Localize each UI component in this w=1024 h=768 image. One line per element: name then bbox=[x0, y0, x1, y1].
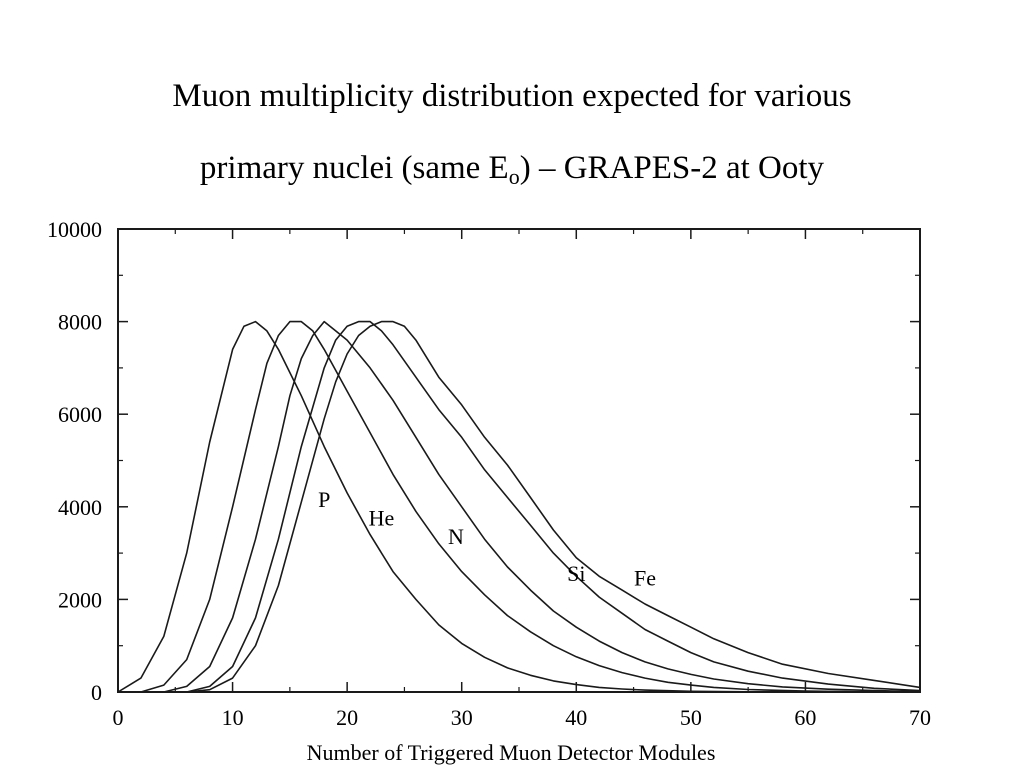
plot-frame bbox=[117, 228, 921, 693]
title-text-post: ) – GRAPES-2 at Ooty bbox=[519, 150, 825, 186]
series-lines bbox=[117, 320, 921, 693]
series-label-he: He bbox=[369, 505, 395, 530]
series-line-si bbox=[186, 320, 921, 693]
chart-title-line-1: Muon multiplicity distribution expected … bbox=[172, 78, 852, 114]
series-line-fe bbox=[186, 320, 921, 693]
title-subscript: o bbox=[508, 164, 520, 189]
series-annotations: P He N Si Fe bbox=[318, 487, 656, 591]
series-label-p: P bbox=[318, 487, 330, 512]
chart-title-line-2: primary nuclei (same Eo) – GRAPES-2 at O… bbox=[0, 152, 1024, 188]
y-tick-label: 0 bbox=[91, 680, 102, 705]
x-tick-label: 30 bbox=[451, 705, 473, 730]
y-tick-label: 10000 bbox=[47, 217, 102, 242]
x-tick-label: 0 bbox=[113, 705, 124, 730]
x-tick-label: 20 bbox=[336, 705, 358, 730]
x-tick-label: 60 bbox=[794, 705, 816, 730]
series-label-n: N bbox=[448, 524, 464, 549]
series-label-si: Si bbox=[567, 561, 585, 586]
x-tick-label: 50 bbox=[680, 705, 702, 730]
series-line-n bbox=[163, 320, 921, 693]
x-axis-label: Number of Triggered Muon Detector Module… bbox=[307, 740, 716, 765]
y-tick-label: 6000 bbox=[58, 402, 102, 427]
series-label-fe: Fe bbox=[634, 566, 656, 591]
x-tick-label: 70 bbox=[909, 705, 931, 730]
title-text-pre: primary nuclei (same E bbox=[199, 150, 509, 186]
axes: 0 10 20 30 40 50 60 70 0 2000 4000 6000 8000 10000 bbox=[47, 217, 931, 730]
y-tick-label: 2000 bbox=[58, 587, 102, 612]
series-line-he bbox=[140, 320, 921, 693]
y-tick-label: 4000 bbox=[58, 495, 102, 520]
y-tick-label: 8000 bbox=[58, 310, 102, 335]
series-line-p bbox=[117, 320, 806, 693]
x-tick-label: 10 bbox=[222, 705, 244, 730]
x-tick-label: 40 bbox=[565, 705, 587, 730]
